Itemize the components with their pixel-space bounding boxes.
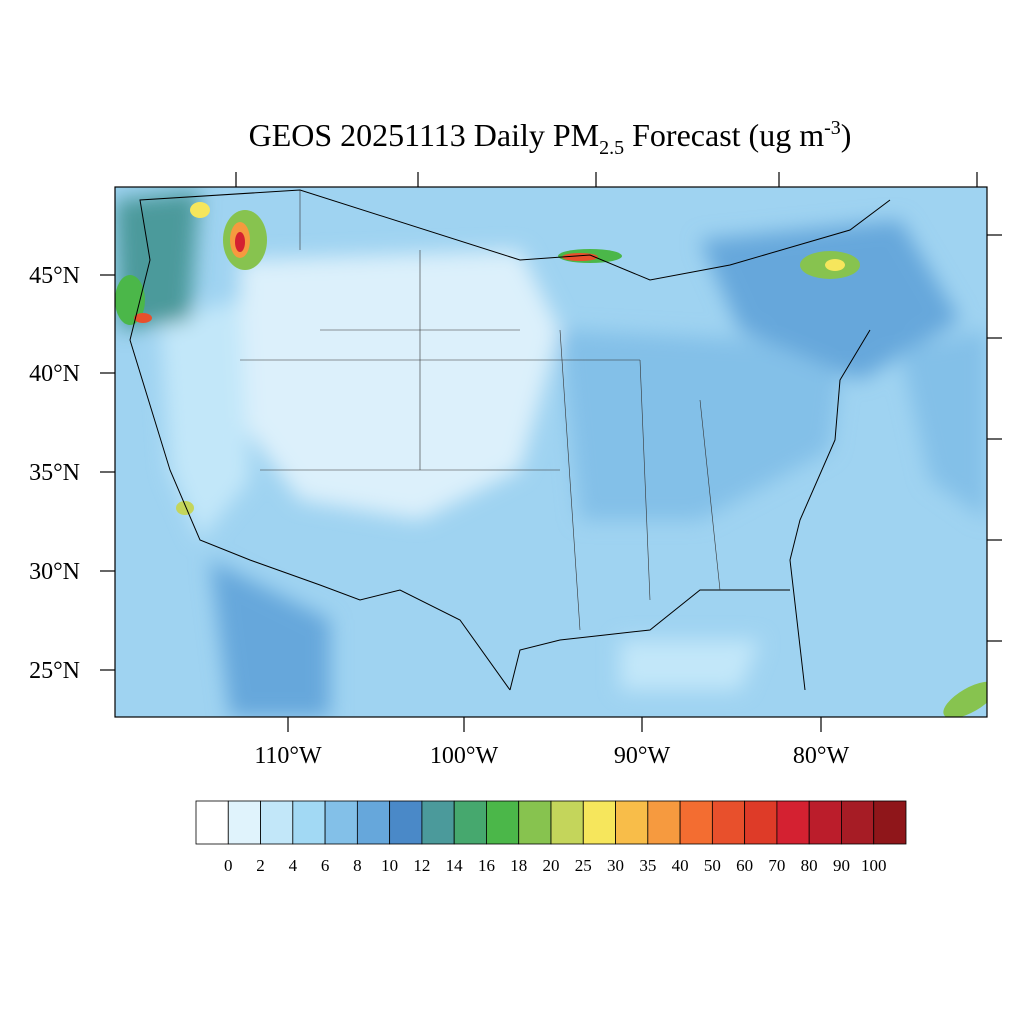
colorbar-box [711,800,746,845]
colorbar-label: 60 [736,856,753,875]
title-text: ) [841,117,852,153]
lat-label: 40°N [29,361,80,387]
colorbar-box [744,800,778,845]
colorbar-box [389,800,423,845]
colorbar-box [324,800,358,845]
colorbar-label: 50 [704,856,721,875]
colorbar-label: 8 [353,856,362,875]
lat-label: 45°N [29,263,80,289]
colorbar-box [421,800,455,845]
lon-label: 80°W [793,743,850,769]
coastline [129,189,891,691]
title: GEOS 20251113 Daily PM2.5 Forecast (ug m… [249,117,852,159]
colorbar-box [550,800,584,845]
colorbar-box [582,800,616,845]
colorbar-label: 10 [381,856,398,875]
lat-label: 30°N [29,559,80,585]
colorbar-label: 12 [413,856,430,875]
colorbar-label: 30 [607,856,624,875]
map-frame [114,186,988,718]
title-subscript: 2.5 [599,137,624,159]
title-text: Forecast (ug m [624,117,824,153]
title-text: GEOS 20251113 Daily PM [249,117,600,153]
colorbar-box [195,800,229,845]
colorbar-box [841,800,875,845]
colorbar-box [808,800,842,845]
colorbar-box [776,800,810,845]
title-superscript: -3 [824,117,841,139]
colorbar-label: 100 [861,856,887,875]
colorbar-box [453,800,487,845]
hotspots [115,202,987,717]
tick-marks [100,172,1002,732]
colorbar-box [486,800,520,845]
colorbar-label: 20 [543,856,560,875]
colorbar-box [356,800,391,845]
colorbar-box [292,800,326,845]
colorbar-label: 18 [510,856,527,875]
colorbar-label: 80 [801,856,818,875]
lat-label: 35°N [29,460,80,486]
lat-label: 25°N [29,658,80,684]
colorbar-label: 4 [289,856,298,875]
colorbar-label: 14 [446,856,464,875]
state-borders [240,190,721,631]
colorbar-box [518,800,552,845]
lon-label: 100°W [430,743,499,769]
colorbar-box [873,800,907,845]
colorbar-box [679,800,713,845]
colorbar-box [615,800,649,845]
colorbar-label: 25 [575,856,592,875]
colorbar-label: 16 [478,856,495,875]
colorbar-label: 0 [224,856,233,875]
map-field [115,187,987,717]
lon-label: 110°W [254,743,322,769]
colorbar-label: 6 [321,856,330,875]
lon-label: 90°W [614,743,671,769]
colorbar-box [227,800,261,845]
colorbar-box [260,800,294,845]
colorbar-label: 90 [833,856,850,875]
colorbar-label: 2 [256,856,265,875]
colorbar-label: 40 [672,856,689,875]
colorbar-box [647,800,681,845]
colorbar-label: 70 [768,856,785,875]
colorbar-label: 35 [639,856,656,875]
